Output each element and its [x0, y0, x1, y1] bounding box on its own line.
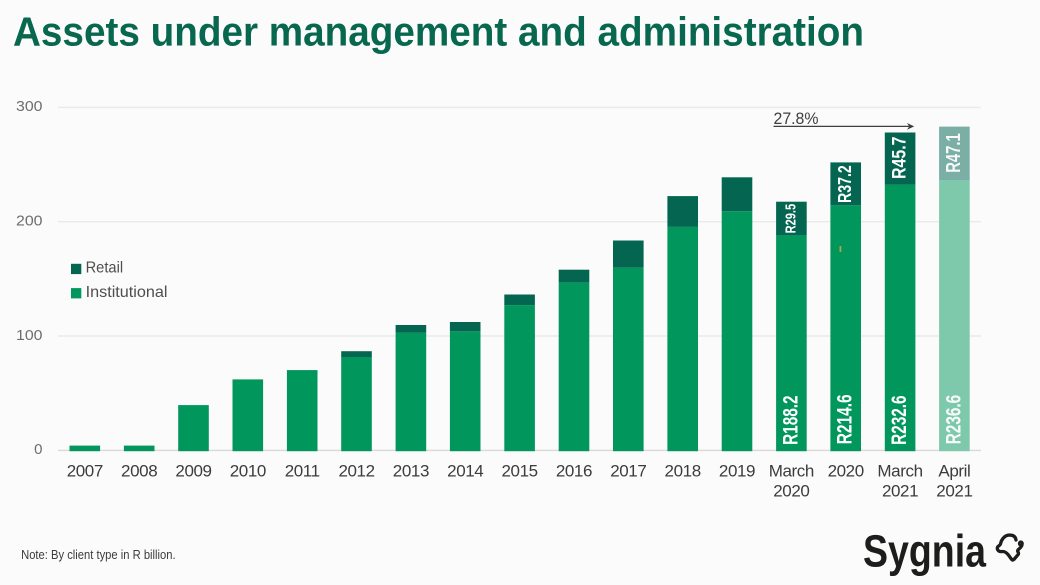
- svg-text:27.8%: 27.8%: [774, 109, 819, 128]
- svg-text:2016: 2016: [556, 462, 592, 481]
- svg-text:2008: 2008: [121, 462, 157, 481]
- svg-text:2020: 2020: [828, 462, 864, 481]
- svg-text:R37.2: R37.2: [834, 165, 855, 203]
- svg-text:R188.2: R188.2: [779, 395, 802, 445]
- svg-text:0: 0: [34, 441, 42, 458]
- svg-text:300: 300: [16, 98, 43, 115]
- svg-text:2010: 2010: [230, 462, 266, 481]
- svg-text:Institutional: Institutional: [86, 284, 168, 301]
- svg-text:R29.5: R29.5: [782, 204, 799, 234]
- svg-text:Assets under management and ad: Assets under management and administrati…: [13, 8, 864, 54]
- svg-text:200: 200: [16, 213, 43, 230]
- svg-text:Retail: Retail: [86, 260, 124, 277]
- svg-text:Note: By client type in R bill: Note: By client type in R billion.: [21, 547, 176, 562]
- svg-text:R214.6: R214.6: [834, 394, 857, 444]
- svg-text:2021: 2021: [882, 482, 918, 501]
- svg-text:April: April: [938, 462, 970, 481]
- svg-text:March: March: [769, 462, 814, 481]
- svg-text:2021: 2021: [936, 482, 972, 501]
- svg-text:2020: 2020: [773, 482, 809, 501]
- svg-text:R47.1: R47.1: [943, 133, 965, 173]
- svg-text:Sygnia: Sygnia: [863, 526, 987, 577]
- svg-text:R232.6: R232.6: [888, 395, 911, 445]
- svg-text:March: March: [877, 462, 922, 481]
- svg-text:2019: 2019: [719, 462, 755, 481]
- svg-text:2018: 2018: [665, 462, 701, 481]
- svg-text:2013: 2013: [393, 462, 429, 481]
- svg-text:2009: 2009: [175, 462, 211, 481]
- svg-text:100: 100: [16, 327, 43, 344]
- svg-text:2007: 2007: [67, 462, 103, 481]
- svg-text:2011: 2011: [285, 462, 320, 481]
- svg-text:2012: 2012: [338, 462, 374, 481]
- svg-text:R45.7: R45.7: [889, 137, 910, 180]
- svg-text:R236.6: R236.6: [942, 395, 965, 445]
- svg-text:2015: 2015: [501, 462, 537, 481]
- svg-text:2017: 2017: [610, 462, 646, 481]
- svg-text:2014: 2014: [447, 462, 483, 481]
